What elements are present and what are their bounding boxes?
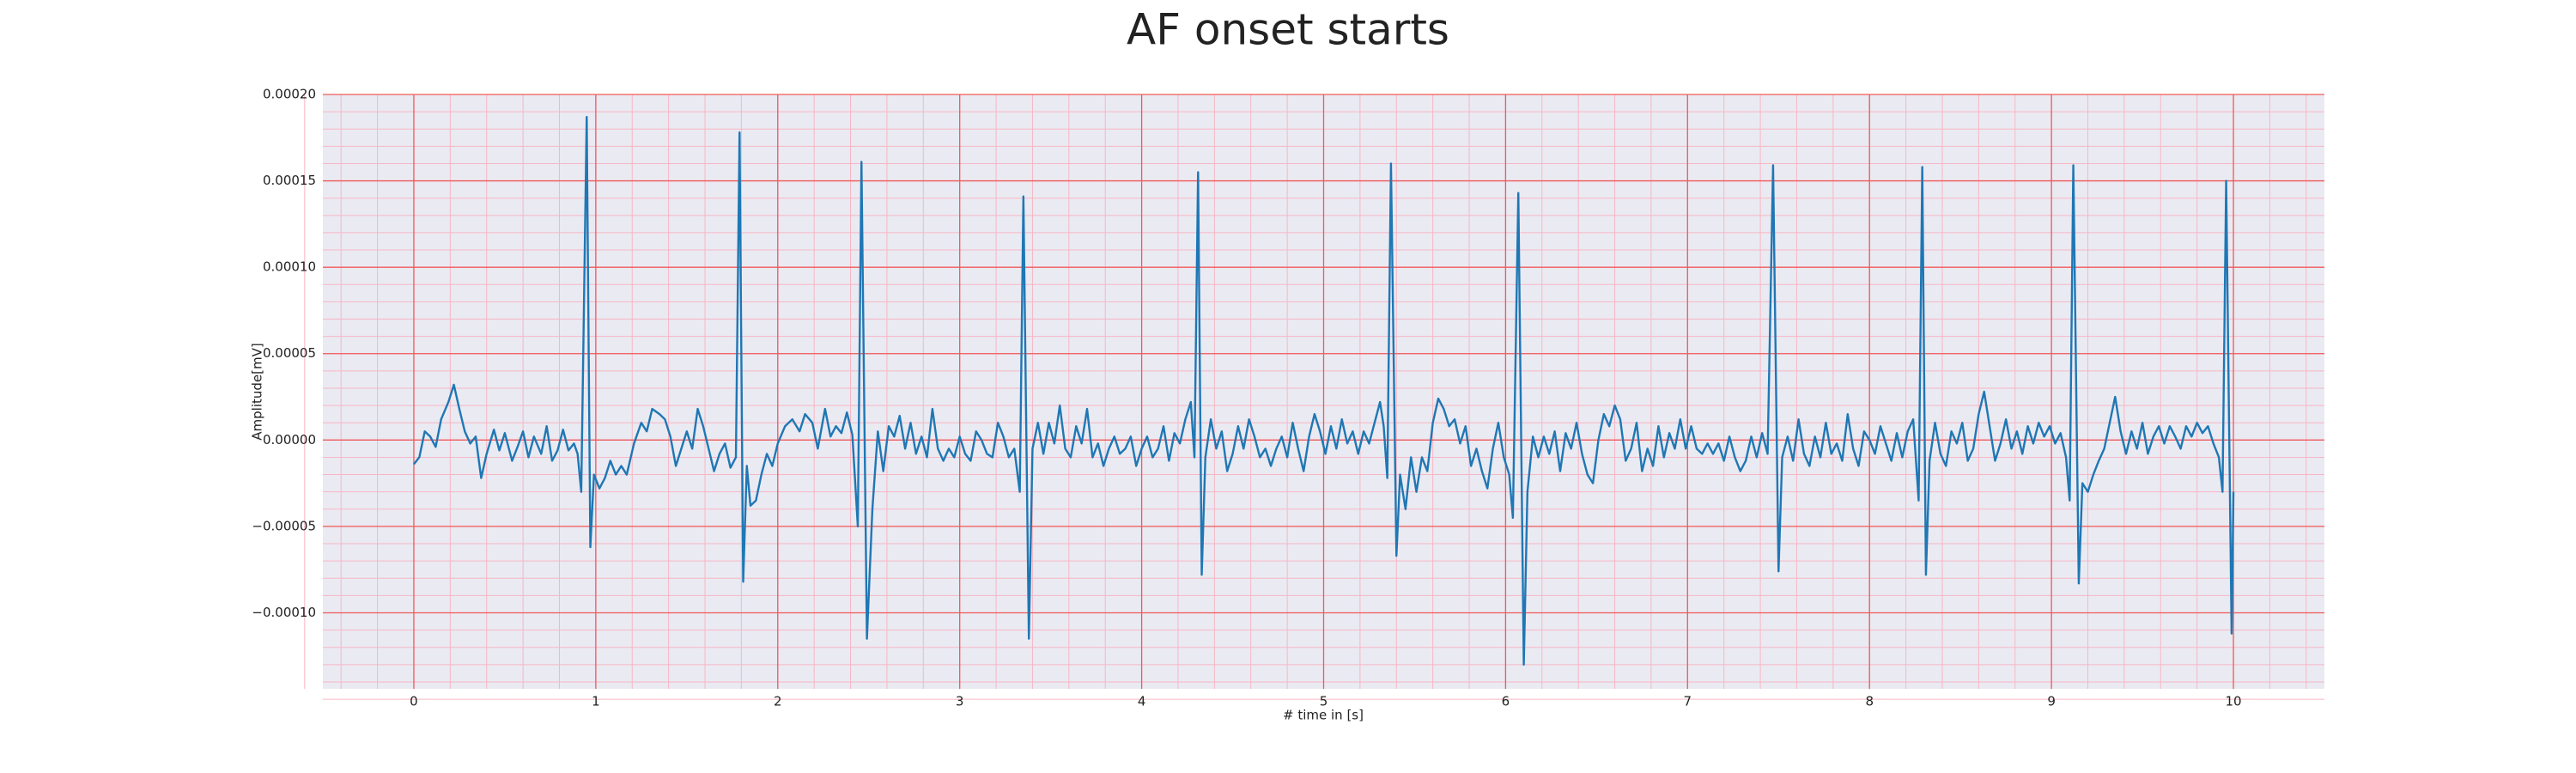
x-tick-label: 3 xyxy=(956,694,964,709)
y-tick-label: −0.00005 xyxy=(252,518,316,533)
x-axis-label: # time in [s] xyxy=(1283,708,1364,723)
x-tick-label: 9 xyxy=(2047,694,2056,709)
y-tick-label: 0.00000 xyxy=(263,432,316,447)
y-tick-label: 0.00005 xyxy=(263,345,316,361)
y-tick-label: 0.00020 xyxy=(263,87,316,102)
x-tick-label: 7 xyxy=(1684,694,1692,709)
x-tick-label: 2 xyxy=(774,694,782,709)
x-tick-label: 5 xyxy=(1320,694,1328,709)
y-tick-label: 0.00010 xyxy=(263,259,316,275)
chart-title: AF onset starts xyxy=(1127,5,1449,55)
y-tick-label: 0.00015 xyxy=(263,173,316,188)
x-tick-label: 10 xyxy=(2225,694,2241,709)
ecg-line xyxy=(413,115,2235,666)
y-axis-label: Amplitude[mV] xyxy=(250,343,265,440)
x-tick-label: 1 xyxy=(592,694,600,709)
x-tick-label: 8 xyxy=(1865,694,1874,709)
x-tick-label: 6 xyxy=(1502,694,1510,709)
x-tick-label: 4 xyxy=(1138,694,1146,709)
y-tick-label: −0.00010 xyxy=(252,605,316,620)
x-tick-label: 0 xyxy=(410,694,418,709)
